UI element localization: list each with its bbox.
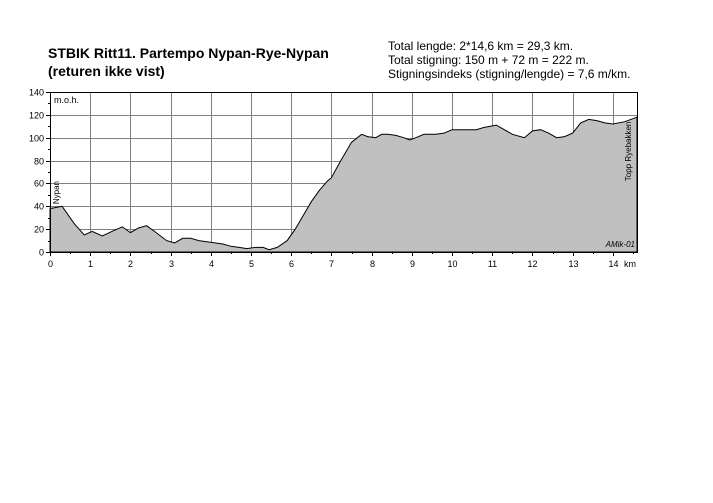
y-axis-label: m.o.h. xyxy=(54,95,79,105)
y-tick-label: 120 xyxy=(29,111,44,121)
y-tick-label: 80 xyxy=(34,157,44,167)
credit-label: AMik-01 xyxy=(605,240,635,249)
total-climb-text: Total stigning: 150 m + 72 m = 222 m. xyxy=(388,53,589,67)
y-tick-label: 20 xyxy=(34,225,44,235)
start-location-label: Nypan xyxy=(52,181,61,204)
x-tick-label: 3 xyxy=(169,259,174,269)
plot-frame xyxy=(50,92,638,253)
y-tick-label: 0 xyxy=(39,248,44,258)
title-line-2: (returen ikke vist) xyxy=(48,63,165,79)
x-tick-label: 9 xyxy=(410,259,415,269)
y-tick-label: 100 xyxy=(29,134,44,144)
x-tick-label: 11 xyxy=(488,259,497,269)
x-tick-label: 5 xyxy=(249,259,254,269)
x-tick-label: 6 xyxy=(289,259,294,269)
total-length-text: Total lengde: 2*14,6 km = 29,3 km. xyxy=(388,39,574,53)
end-location-label: Topp Ryebakken xyxy=(624,122,633,182)
x-tick-label: 1 xyxy=(88,259,93,269)
x-tick-label: 0 xyxy=(48,259,53,269)
chart-title: STBIK Ritt11. Partempo Nypan-Rye-Nypan (… xyxy=(48,44,329,80)
route-info: Total lengde: 2*14,6 km = 29,3 km. Total… xyxy=(388,39,630,81)
y-tick-label: 40 xyxy=(34,202,44,212)
x-tick-label: 14 xyxy=(608,259,618,269)
x-tick-label: 13 xyxy=(568,259,578,269)
x-tick-label: 10 xyxy=(447,259,457,269)
x-tick-label: 4 xyxy=(209,259,214,269)
x-tick-label: 2 xyxy=(128,259,133,269)
title-line-1: STBIK Ritt11. Partempo Nypan-Rye-Nypan xyxy=(48,45,329,61)
x-tick-label: 7 xyxy=(329,259,334,269)
y-tick-label: 60 xyxy=(34,179,44,189)
x-axis-label: km xyxy=(624,259,636,269)
elevation-area xyxy=(49,116,638,253)
x-tick-label: 8 xyxy=(370,259,375,269)
climb-index-text: Stigningsindeks (stigning/lengde) = 7,6 … xyxy=(388,67,631,81)
y-tick-label: 140 xyxy=(29,88,44,98)
x-tick-label: 12 xyxy=(527,259,537,269)
axis-ticks xyxy=(46,92,634,256)
